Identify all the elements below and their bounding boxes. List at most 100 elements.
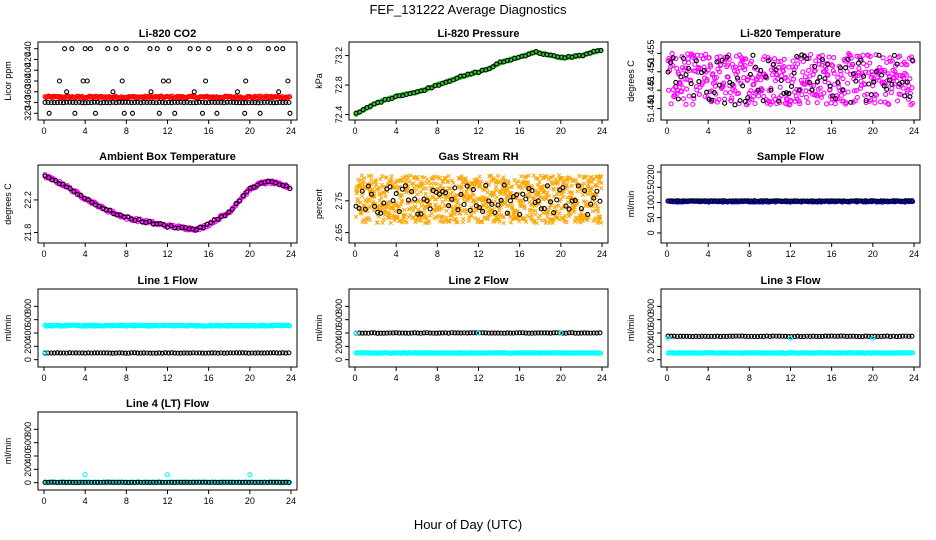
data-point <box>840 87 846 93</box>
data-point <box>264 350 270 356</box>
data-point <box>892 69 898 75</box>
data-point <box>798 333 804 340</box>
data-point <box>595 209 601 214</box>
data-point <box>214 110 220 116</box>
data-point <box>258 350 264 356</box>
data-point <box>541 330 547 336</box>
data-point <box>816 333 822 340</box>
data-point <box>399 220 405 225</box>
data-point <box>519 174 524 179</box>
data-point <box>360 219 365 225</box>
data-point <box>889 85 895 91</box>
data-point <box>57 350 64 356</box>
data-point <box>131 216 137 222</box>
data-point <box>495 202 501 208</box>
data-point <box>356 205 362 211</box>
y-axis-label: percent <box>314 188 324 219</box>
data-point <box>810 333 816 339</box>
panel-title: Sample Flow <box>757 151 825 163</box>
data-point <box>105 46 111 52</box>
data-point <box>79 350 85 356</box>
y-tick-label: 800 <box>646 299 656 314</box>
data-point <box>854 53 860 59</box>
data-point <box>434 181 439 187</box>
data-point <box>826 333 832 339</box>
data-point <box>252 350 258 356</box>
data-point <box>694 87 700 93</box>
data-point <box>743 56 749 62</box>
y-tick-label: 200 <box>646 339 656 354</box>
y-tick-label: 800 <box>23 299 33 314</box>
data-point <box>501 214 507 219</box>
data-point <box>906 333 912 339</box>
data-point <box>756 93 762 99</box>
data-point <box>587 178 592 183</box>
data-point <box>907 76 913 82</box>
data-point <box>227 479 233 485</box>
data-point <box>267 479 273 485</box>
data-point <box>879 72 885 78</box>
data-point <box>280 479 286 485</box>
data-point <box>758 198 764 204</box>
data-point <box>906 198 912 204</box>
data-point <box>91 479 97 485</box>
data-point <box>835 75 841 81</box>
data-point <box>840 76 846 82</box>
data-point <box>740 83 746 89</box>
data-point <box>222 213 228 219</box>
data-point <box>809 63 815 69</box>
data-point <box>483 330 489 336</box>
data-point <box>246 100 252 106</box>
data-point <box>536 216 541 221</box>
data-point <box>467 207 473 213</box>
data-point <box>786 90 792 96</box>
data-point <box>764 333 770 339</box>
x-tick-label: 4 <box>83 126 88 136</box>
data-point <box>779 333 785 339</box>
data-point <box>362 175 367 181</box>
data-point <box>412 196 418 202</box>
y-tick-label: 51.440 <box>646 95 656 123</box>
data-point <box>359 330 365 336</box>
data-point <box>450 190 455 195</box>
data-point <box>806 56 812 62</box>
data-point <box>353 330 359 336</box>
data-point <box>798 198 804 204</box>
data-point <box>475 220 480 225</box>
x-tick-label: 4 <box>83 496 88 506</box>
data-point <box>416 199 421 204</box>
data-point <box>94 479 101 485</box>
data-point <box>419 203 424 208</box>
data-point <box>853 333 859 339</box>
data-point <box>193 479 199 485</box>
data-point <box>378 99 384 105</box>
data-point <box>45 479 51 485</box>
panel-4: Gas Stream RH 0 4 8 12 16 20 24 2.65 2.75 percent <box>314 151 609 259</box>
data-point <box>264 99 270 105</box>
data-point <box>564 220 569 225</box>
data-point <box>76 99 82 105</box>
data-point <box>727 90 733 96</box>
data-point <box>64 350 70 356</box>
y-tick-label: 400 <box>23 63 33 78</box>
data-point <box>402 330 408 336</box>
data-point <box>132 99 138 105</box>
data-point <box>378 210 384 216</box>
data-point <box>826 198 832 204</box>
data-point <box>838 71 844 77</box>
data-point <box>578 330 584 336</box>
data-point <box>415 211 421 217</box>
x-tick-label: 16 <box>204 496 214 506</box>
data-point <box>443 190 449 196</box>
data-point <box>246 479 252 485</box>
data-point <box>795 198 801 204</box>
data-point <box>212 99 218 105</box>
y-tick-label: 72.8 <box>334 76 344 94</box>
data-point <box>863 198 869 204</box>
y-tick-label: 2.75 <box>334 192 344 210</box>
data-point <box>868 92 874 98</box>
data-point <box>890 198 896 204</box>
data-point <box>246 350 252 356</box>
data-point <box>581 188 588 194</box>
